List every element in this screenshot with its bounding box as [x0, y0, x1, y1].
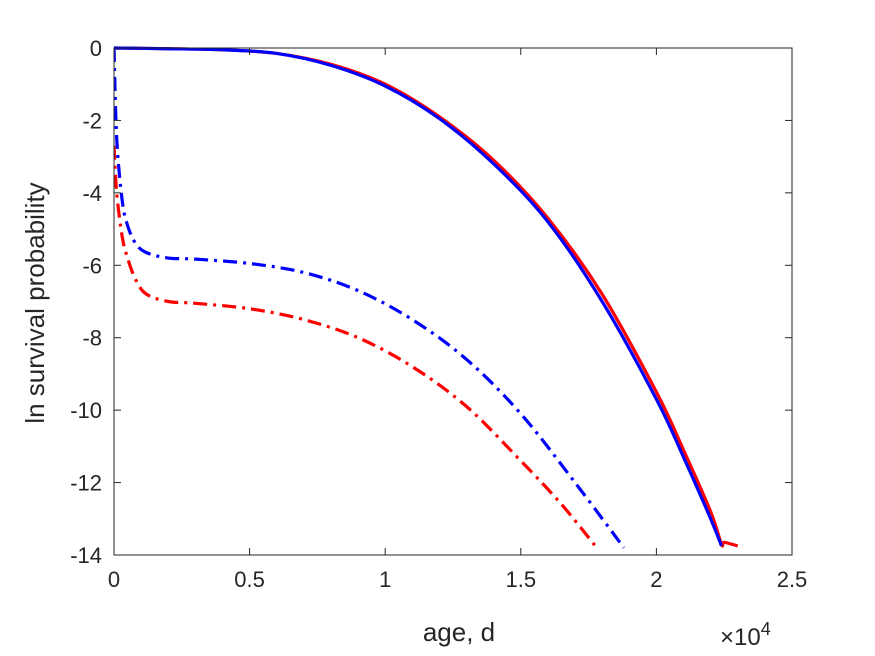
y-tick-label: -4: [82, 181, 102, 206]
x-tick-label: 0: [108, 567, 120, 592]
x-tick-label: 1: [379, 567, 391, 592]
y-tick-label: 0: [90, 36, 102, 61]
y-tick-label: -14: [70, 543, 102, 568]
y-tick-label: -8: [82, 326, 102, 351]
y-tick-label: -2: [82, 108, 102, 133]
axes-box: [113, 47, 793, 556]
y-axis-label: ln survival probability: [20, 182, 50, 423]
series-layer: [114, 46, 739, 549]
series-line-3: [114, 145, 598, 549]
x-tick-label: 0.5: [234, 567, 265, 592]
x-exponent-power: 4: [761, 619, 771, 639]
y-tick-label: -12: [70, 471, 102, 496]
series-line-4: [114, 47, 626, 549]
x-exponent-label: ×104: [720, 619, 771, 651]
y-axis-ticks: 0 -2 -4 -6 -8 -10 -12 -14: [70, 36, 792, 568]
x-axis-ticks: 0 0.5 1 1.5 2 2.5: [108, 48, 807, 592]
x-tick-label: 1.5: [506, 567, 537, 592]
x-tick-label: 2.5: [777, 567, 808, 592]
x-exponent-base: ×10: [720, 624, 761, 651]
series-line-2: [114, 46, 723, 547]
y-tick-label: -10: [70, 398, 102, 423]
plot-area: [114, 48, 792, 555]
y-tick-label: -6: [82, 253, 102, 278]
x-axis-label: age, d: [423, 617, 495, 647]
x-tick-label: 2: [650, 567, 662, 592]
